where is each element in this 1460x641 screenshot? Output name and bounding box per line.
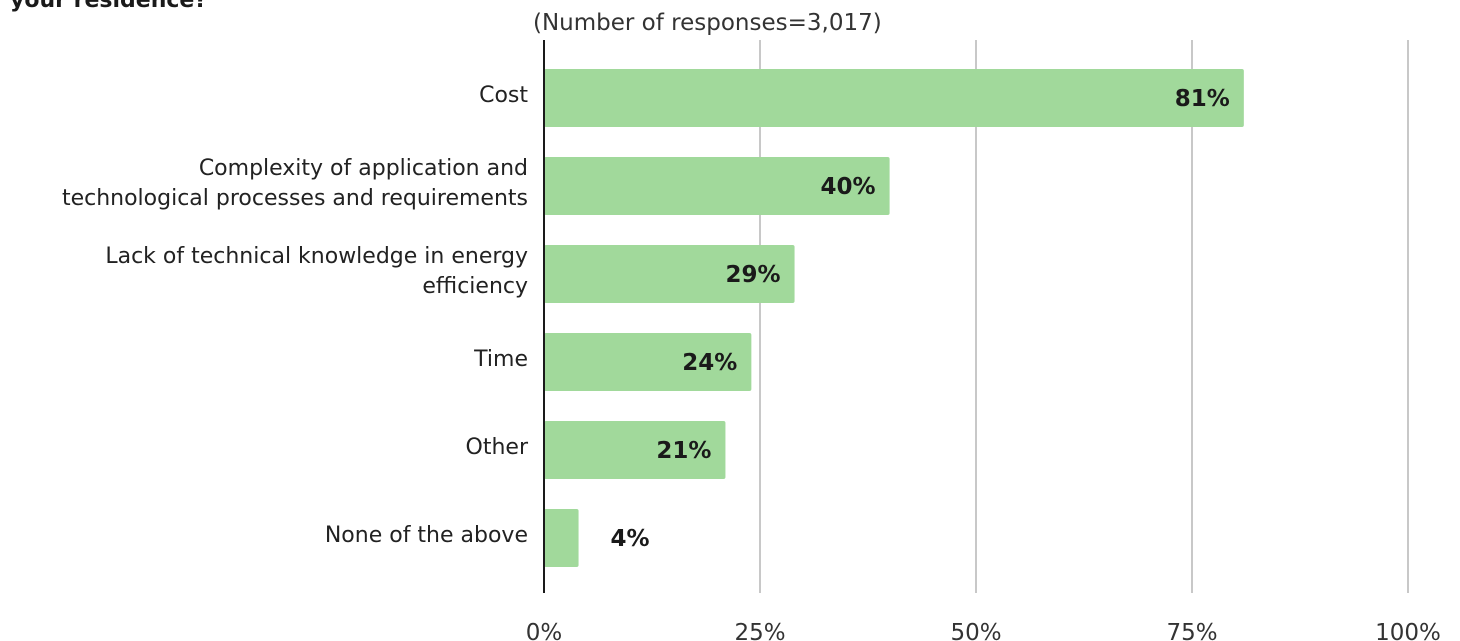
bar [544,509,579,567]
data-label: 24% [682,350,737,376]
x-tick-label: 25% [734,620,785,641]
bar [544,421,726,479]
bar [544,69,1244,127]
category-label: Time [474,345,528,375]
category-label-line: Other [465,435,528,460]
x-tick-label: 50% [950,620,1001,641]
chart-title-fragment: your residence? [10,0,208,13]
bar [544,333,752,391]
data-label: 21% [656,438,711,464]
x-tick-label: 75% [1166,620,1217,641]
category-label-line: Cost [479,83,528,108]
bar [544,245,795,303]
category-label-line: technological processes and requirements [61,186,528,211]
category-label: Cost [479,81,528,111]
category-label: Complexity of application and technologic… [62,154,528,214]
bar [544,157,890,215]
category-label-line: efficiency [422,274,528,299]
category-label-line: Time [474,347,528,372]
chart-subtitle: (Number of responses=3,017) [533,10,882,36]
data-label: 81% [1175,86,1230,112]
category-label-line: Complexity of application and [198,156,528,181]
category-label-line: None of the above [324,523,528,548]
category-label-line: Lack of technical knowledge in energy [105,244,528,269]
category-label: Other [466,433,528,463]
x-tick-label: 0% [526,620,563,641]
category-label: None of the above [325,521,528,551]
x-tick-label: 100% [1375,620,1441,641]
category-label: Lack of technical knowledge in energy eff… [105,242,528,302]
data-label: 4% [611,526,650,552]
data-label: 29% [725,262,780,288]
data-label: 40% [821,174,876,200]
